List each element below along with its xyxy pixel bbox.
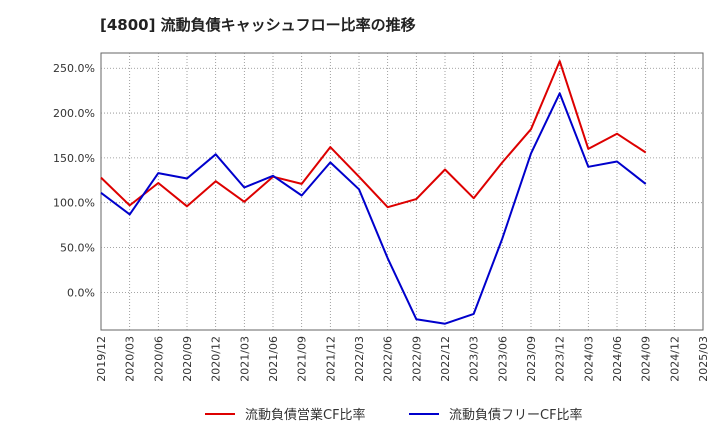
x-tick-label: 2022/03: [353, 336, 366, 382]
x-tick-label: 2022/06: [382, 336, 395, 382]
x-tick-label: 2021/12: [324, 336, 337, 382]
x-axis-ticks: 2019/12 2020/03 2020/06 2020/09 2020/12 2021/…: [95, 336, 710, 382]
legend: 流動負債営業CF比率 流動負債フリーCF比率: [205, 407, 583, 423]
x-tick-label: 2023/03: [468, 336, 481, 382]
x-tick-label: 2019/12: [95, 336, 108, 382]
x-tick-label: 2021/03: [238, 336, 251, 382]
y-tick-label: 250.0%: [53, 62, 95, 75]
series-line-2: [100, 92, 647, 325]
legend-label-2: 流動負債フリーCF比率: [449, 407, 583, 423]
x-tick-label: 2023/12: [554, 336, 567, 382]
x-tick-label: 2020/12: [210, 336, 223, 382]
y-tick-label: 200.0%: [53, 107, 95, 120]
x-tick-label: 2025/03: [697, 336, 710, 382]
x-tick-label: 2020/03: [124, 336, 137, 382]
x-tick-label: 2022/09: [410, 336, 423, 382]
x-tick-label: 2021/09: [296, 336, 309, 382]
series-line-1: [100, 60, 647, 209]
x-tick-label: 2024/09: [640, 336, 653, 382]
x-tick-label: 2020/06: [152, 336, 165, 382]
y-tick-label: 150.0%: [53, 152, 95, 165]
x-tick-label: 2024/12: [668, 336, 681, 382]
x-tick-label: 2024/03: [582, 336, 595, 382]
x-tick-label: 2023/09: [525, 336, 538, 382]
y-tick-label: 50.0%: [60, 242, 95, 255]
x-tick-label: 2024/06: [611, 336, 624, 382]
y-axis-ticks: 0.0% 50.0% 100.0% 150.0% 200.0% 250.0%: [53, 62, 95, 299]
x-tick-label: 2020/09: [181, 336, 194, 382]
y-tick-label: 0.0%: [67, 286, 95, 299]
x-tick-label: 2023/06: [496, 336, 509, 382]
plot-area: [100, 52, 704, 331]
y-tick-label: 100.0%: [53, 197, 95, 210]
series-lines: [100, 60, 647, 325]
chart-title: [4800] 流動負債キャッシュフロー比率の推移: [100, 16, 416, 34]
x-tick-label: 2022/12: [439, 336, 452, 382]
legend-label-1: 流動負債営業CF比率: [245, 407, 366, 423]
x-tick-label: 2021/06: [267, 336, 280, 382]
